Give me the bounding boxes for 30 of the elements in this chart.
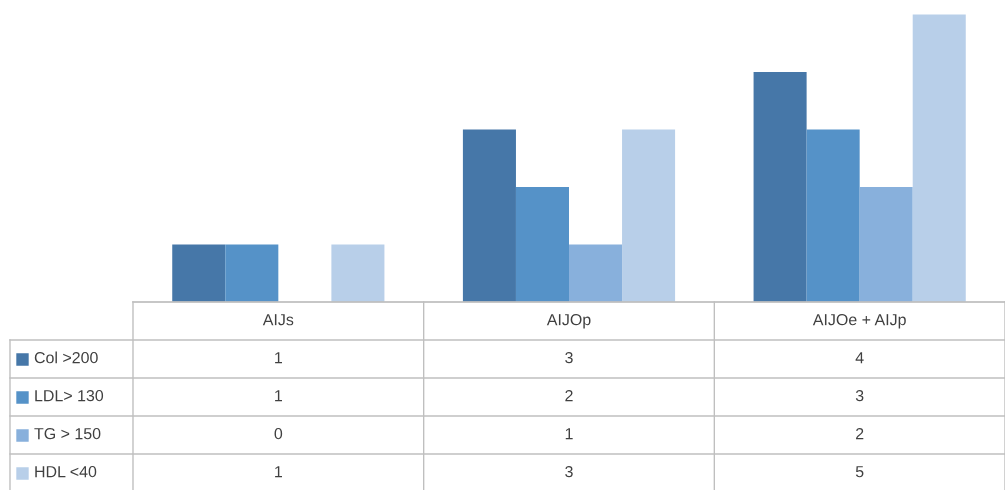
x-tick-label: AIJs (262, 314, 294, 326)
bar (515, 186, 569, 302)
bar (622, 129, 676, 302)
data-label: 1 (275, 466, 282, 478)
bar (859, 186, 913, 302)
bar (569, 244, 623, 302)
legend-label: LDL> 130 (35, 389, 104, 402)
bar (331, 244, 385, 302)
bar (225, 244, 279, 302)
data-label: 2 (565, 389, 573, 402)
data-label: 1 (275, 390, 282, 402)
legend-label: TG > 150 (34, 427, 101, 440)
data-label: 4 (855, 352, 864, 364)
bar (462, 129, 516, 302)
legend-label: Col >200 (34, 351, 98, 364)
data-label: 5 (855, 466, 864, 478)
data-label: 1 (275, 352, 282, 364)
data-label: 3 (565, 351, 573, 364)
bar (912, 14, 966, 302)
bar (172, 244, 226, 302)
data-label: 0 (274, 427, 283, 440)
x-tick-label: AIJOe + AIJp (812, 313, 906, 329)
data-label: 3 (855, 389, 864, 402)
data-label: 2 (856, 427, 864, 440)
legend-label: HDL <40 (35, 465, 97, 478)
x-tick-label: AIJOp (546, 313, 591, 329)
data-label: 1 (565, 428, 573, 440)
bar (806, 129, 860, 302)
data-label: 3 (565, 465, 573, 478)
bar (753, 71, 807, 302)
